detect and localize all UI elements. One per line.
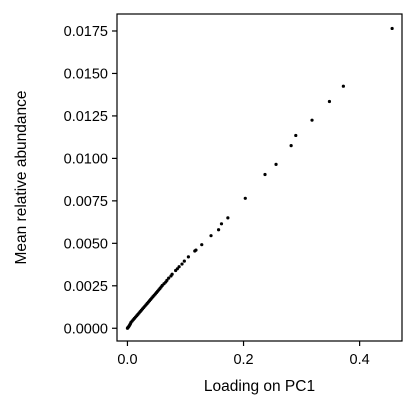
data-point: [327, 99, 332, 104]
data-point: [289, 144, 293, 148]
points-layer: [125, 26, 394, 330]
x-ticks: 0.0 0.2 0.4: [117, 341, 370, 368]
data-point: [186, 255, 190, 259]
data-point: [341, 84, 345, 88]
data-point: [174, 268, 178, 273]
data-point: [182, 259, 186, 263]
y-tick-label: 0.0050: [64, 236, 108, 252]
x-tick-label: 0.0: [117, 352, 137, 368]
y-ticks: 0.0000 0.0025 0.0050 0.0075 0.0100 0.0125 0.01…: [64, 24, 117, 337]
y-tick-label: 0.0175: [64, 24, 108, 40]
data-point: [219, 222, 224, 226]
axes-frame: [116, 13, 403, 342]
data-point: [209, 234, 213, 238]
y-tick-label: 0.0075: [64, 194, 108, 210]
y-axis-label: Mean relative abundance: [13, 90, 30, 264]
data-point: [226, 216, 230, 220]
y-tick-label: 0.0125: [64, 109, 108, 125]
y-tick-label: 0.0100: [64, 151, 108, 167]
y-tick-label: 0.0025: [64, 279, 108, 295]
data-point: [263, 172, 267, 177]
x-axis-label: Loading on PC1: [204, 378, 315, 395]
data-point: [180, 262, 184, 266]
y-tick-label: 0.0000: [64, 321, 108, 337]
data-point: [294, 133, 298, 138]
data-point: [243, 196, 247, 200]
data-point: [310, 118, 314, 122]
x-tick-label: 0.2: [233, 352, 253, 368]
x-tick-label: 0.4: [350, 352, 370, 368]
data-point: [125, 326, 130, 330]
data-point: [216, 228, 221, 232]
data-point: [200, 243, 204, 247]
y-tick-label: 0.0150: [64, 66, 108, 82]
data-point: [169, 274, 173, 278]
data-point: [167, 276, 171, 280]
data-point: [193, 249, 197, 253]
data-point: [390, 26, 394, 31]
data-point: [274, 162, 278, 166]
